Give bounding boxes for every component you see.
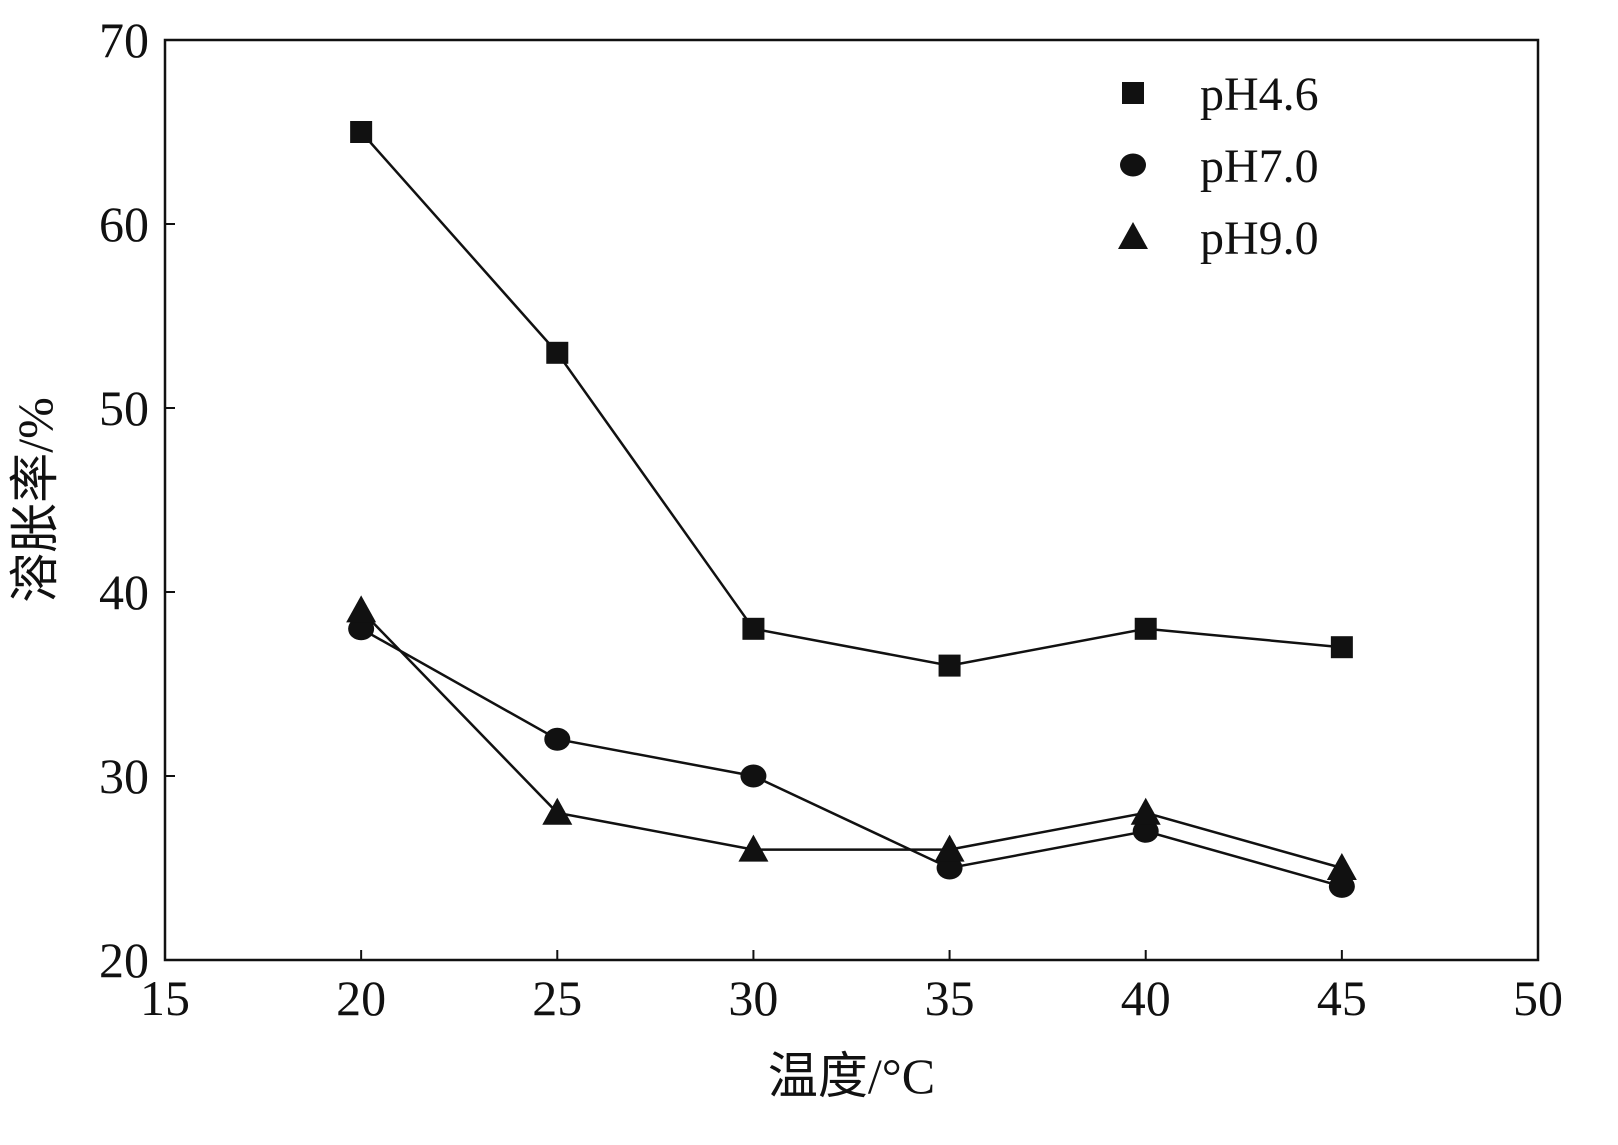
legend-marker-square xyxy=(1122,82,1144,104)
data-point-square xyxy=(350,121,373,143)
series-ph4-6 xyxy=(350,121,1353,677)
series-ph9-0 xyxy=(346,595,1357,880)
data-point-circle xyxy=(936,856,963,880)
x-tick-label: 50 xyxy=(1513,970,1563,1026)
legend-label: pH9.0 xyxy=(1200,212,1319,265)
legend-label: pH7.0 xyxy=(1200,140,1319,193)
y-tick-label: 40 xyxy=(99,564,149,620)
x-tick-label: 20 xyxy=(336,970,386,1026)
y-tick-label: 30 xyxy=(99,748,149,804)
y-axis-label: 溶胀率/% xyxy=(7,397,63,603)
plot-area xyxy=(163,38,1540,962)
data-point-square xyxy=(546,341,569,364)
series-line xyxy=(360,609,1343,870)
x-tick-label: 40 xyxy=(1121,970,1171,1026)
data-point-circle xyxy=(1132,819,1159,843)
data-point-triangle xyxy=(1130,797,1161,825)
data-point-circle xyxy=(348,617,375,641)
x-tick-label: 25 xyxy=(532,970,582,1026)
x-tick-label: 35 xyxy=(925,970,975,1026)
y-tick-label: 70 xyxy=(99,12,149,68)
data-point-square xyxy=(1330,636,1353,659)
legend-item: pH9.0 xyxy=(1118,212,1319,265)
series-layer xyxy=(346,121,1357,898)
data-point-circle xyxy=(544,727,571,751)
x-tick-label: 45 xyxy=(1317,970,1367,1026)
data-point-square xyxy=(938,654,961,677)
data-point-triangle xyxy=(542,797,573,825)
data-point-circle xyxy=(740,764,767,788)
x-tick-label: 30 xyxy=(728,970,778,1026)
plot-frame xyxy=(163,38,1540,962)
x-axis-label: 温度/°C xyxy=(768,1048,935,1104)
data-point-triangle xyxy=(346,595,377,623)
y-tick-label: 50 xyxy=(99,380,149,436)
data-point-square xyxy=(742,617,765,640)
data-point-triangle xyxy=(1326,853,1357,880)
legend-label: pH4.6 xyxy=(1200,68,1319,121)
y-tick-label: 60 xyxy=(99,196,149,252)
series-line xyxy=(360,627,1343,888)
data-point-circle xyxy=(1328,874,1355,898)
data-point-triangle xyxy=(934,834,965,862)
data-point-square xyxy=(1134,617,1157,640)
legend-marker-circle xyxy=(1120,153,1146,177)
x-tick-label: 15 xyxy=(140,970,190,1026)
data-point-triangle xyxy=(738,834,769,862)
series-line xyxy=(360,131,1342,667)
legend: pH4.6 pH7.0 pH9.0 xyxy=(1118,68,1319,265)
y-tick-label: 20 xyxy=(99,932,149,988)
legend-item: pH4.6 xyxy=(1122,68,1319,121)
legend-item: pH7.0 xyxy=(1120,140,1319,193)
series-ph7-0 xyxy=(348,617,1355,898)
legend-marker-triangle xyxy=(1118,222,1148,249)
